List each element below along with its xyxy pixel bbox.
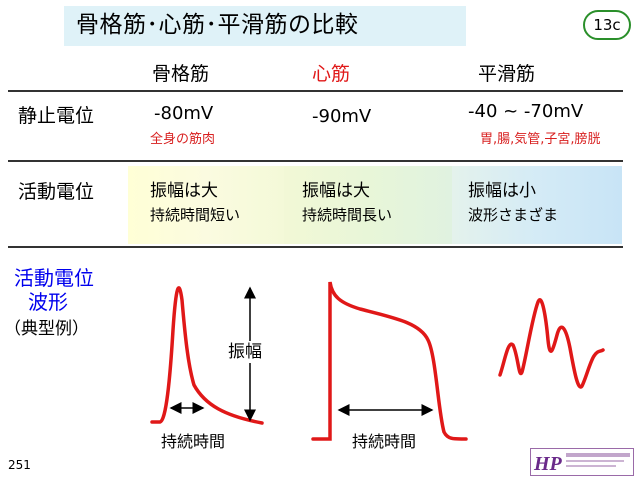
svg-text:HP: HP	[533, 453, 563, 475]
table-divider-bottom	[8, 246, 623, 248]
waveform-label-line1: 活動電位	[14, 266, 94, 290]
row-label-resting-potential: 静止電位	[18, 105, 95, 127]
table-divider-middle	[8, 160, 623, 162]
skeletal-waveform	[150, 286, 264, 425]
action-cardiac-duration: 持続時間長い	[302, 206, 393, 224]
resting-skeletal-value: -80mV	[154, 103, 214, 124]
column-header-smooth: 平滑筋	[478, 63, 536, 85]
resting-smooth-value: -40 ~ -70mV	[468, 101, 584, 122]
resting-smooth-note: 胃,腸,気管,子宮,膀胱	[480, 132, 601, 147]
cell-bg-skeletal	[128, 166, 284, 244]
cell-bg-cardiac	[284, 166, 452, 244]
cardiac-duration-label: 持続時間	[352, 432, 417, 451]
publisher-logo: HP	[530, 448, 634, 476]
action-skeletal-amplitude: 振幅は大	[150, 181, 218, 201]
resting-cardiac-value: -90mV	[312, 106, 372, 127]
amplitude-label: 振幅	[228, 341, 262, 363]
row-label-action-potential: 活動電位	[18, 181, 95, 203]
resting-skeletal-note: 全身の筋肉	[150, 132, 216, 147]
action-skeletal-duration: 持続時間短い	[150, 206, 241, 224]
cell-bg-smooth	[452, 166, 622, 244]
smooth-waveform	[498, 298, 605, 389]
waveform-label: 活動電位 波形	[14, 266, 94, 314]
column-header-skeletal: 骨格筋	[152, 63, 210, 85]
waveform-typical-note: （典型例）	[4, 319, 89, 339]
page-number: 251	[8, 458, 31, 472]
table-divider-top	[8, 90, 623, 92]
waveform-label-line2: 波形	[28, 290, 68, 314]
skeletal-duration-label: 持続時間	[161, 432, 226, 451]
column-header-cardiac: 心筋	[312, 63, 351, 85]
slide-code-badge: 13c	[583, 10, 631, 40]
action-cardiac-amplitude: 振幅は大	[302, 181, 370, 201]
title-background	[64, 6, 466, 46]
action-smooth-amplitude: 振幅は小	[468, 181, 536, 201]
cardiac-waveform	[311, 281, 468, 441]
page-title: 骨格筋･心筋･平滑筋の比較	[76, 12, 359, 38]
action-smooth-duration: 波形さまざま	[468, 206, 559, 224]
